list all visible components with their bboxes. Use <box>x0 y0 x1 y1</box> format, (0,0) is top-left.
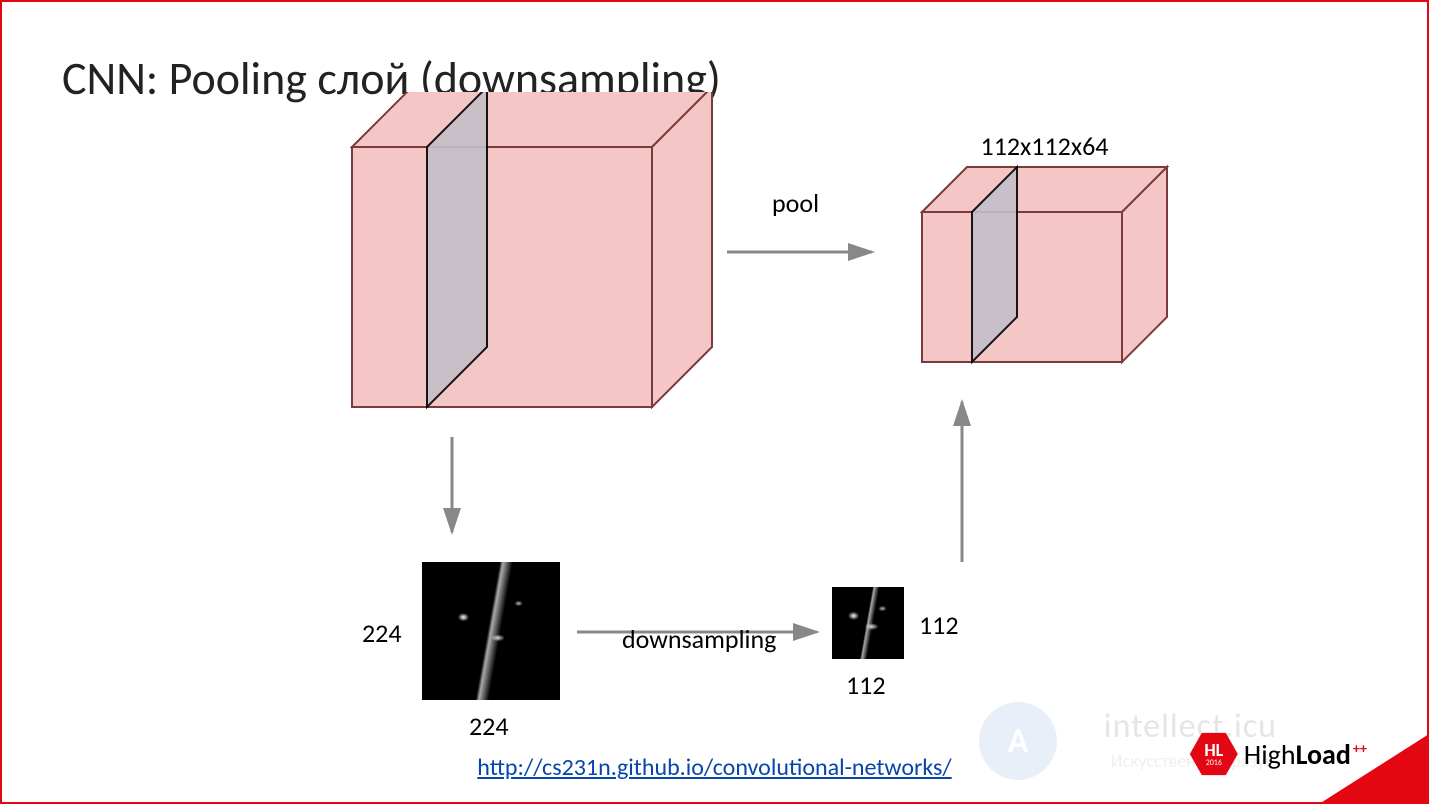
dim-label-224-left: 224 <box>362 617 402 649</box>
hl-badge-year: 2016 <box>1206 759 1222 767</box>
watermark-ai-icon: A <box>979 702 1057 780</box>
corner-decoration <box>1319 734 1429 804</box>
hl-hex-icon: HL 2016 <box>1190 730 1238 778</box>
dim-label-112-bottom: 112 <box>846 669 886 701</box>
source-link[interactable]: http://cs231n.github.io/convolutional-ne… <box>477 753 951 782</box>
dim-label-224-bottom: 224 <box>469 710 509 742</box>
svg-text:downsampling: downsampling <box>622 623 776 655</box>
activation-map-small <box>832 587 904 659</box>
dim-label-112-right: 112 <box>919 609 959 641</box>
svg-text:112x112x64: 112x112x64 <box>981 130 1109 162</box>
svg-text:pool: pool <box>772 187 819 219</box>
activation-map-large <box>422 562 560 700</box>
hl-prefix: High <box>1244 737 1296 772</box>
hl-badge-text: HL <box>1204 741 1223 759</box>
pooling-diagram: 224x224x64112x112x64pooldownsampling <box>2 92 1429 732</box>
